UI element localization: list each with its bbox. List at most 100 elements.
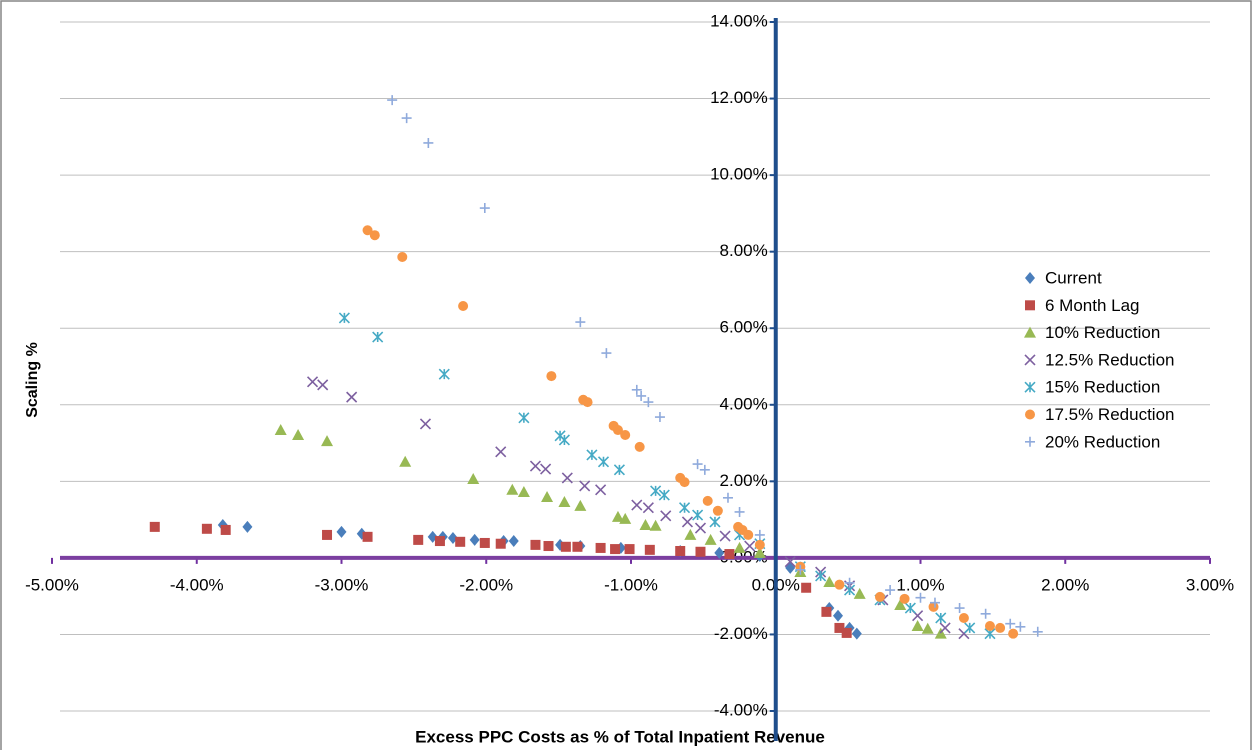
x-tick-label: -5.00% [25, 575, 79, 594]
legend-label: 15% Reduction [1045, 378, 1160, 397]
legend-label: 6 Month Lag [1045, 296, 1140, 315]
point [346, 391, 358, 403]
point [743, 529, 754, 540]
point [692, 509, 704, 521]
point [928, 601, 939, 612]
point [958, 612, 969, 623]
legend-label: 17.5% Reduction [1045, 405, 1174, 424]
legend-label: 10% Reduction [1045, 323, 1160, 342]
point [675, 545, 686, 556]
point [634, 441, 645, 452]
point [479, 203, 490, 214]
point [851, 627, 862, 640]
point [1015, 621, 1026, 632]
point [306, 376, 319, 388]
point [469, 533, 480, 546]
point [980, 608, 991, 619]
point [369, 230, 380, 241]
x-tick-label: 3.00% [1186, 575, 1234, 594]
point [754, 539, 765, 550]
point [438, 368, 450, 380]
point [586, 449, 598, 461]
point [506, 483, 519, 495]
point [692, 459, 703, 470]
legend-marker [1024, 381, 1036, 393]
point [699, 464, 710, 475]
point [650, 485, 662, 497]
point [704, 533, 717, 545]
point [575, 317, 586, 328]
point [458, 301, 469, 312]
point [834, 622, 845, 633]
point [601, 348, 612, 359]
point [546, 371, 557, 382]
point [543, 541, 554, 552]
point [694, 522, 707, 534]
point [695, 546, 706, 557]
legend-label: 20% Reduction [1045, 432, 1160, 451]
point [419, 418, 432, 430]
point [643, 397, 654, 408]
point [639, 518, 652, 530]
legend-marker [1024, 354, 1036, 366]
point [853, 587, 866, 599]
point [734, 506, 745, 517]
x-tick-label: -4.00% [170, 575, 224, 594]
point [292, 429, 305, 441]
point [834, 579, 845, 590]
point [679, 477, 690, 488]
point [795, 564, 806, 575]
point [495, 538, 506, 549]
point [362, 531, 373, 542]
point [612, 425, 623, 436]
point [574, 499, 587, 511]
y-axis-title: Scaling % [24, 342, 41, 418]
point [558, 496, 571, 508]
point [620, 430, 631, 441]
x-axis-title: Excess PPC Costs as % of Total Inpatient… [415, 727, 825, 746]
point [753, 546, 766, 558]
point [702, 495, 713, 506]
point [744, 540, 756, 552]
point [649, 519, 662, 531]
y-tick-label: 4.00% [720, 394, 768, 413]
point [658, 489, 670, 501]
point [220, 524, 231, 535]
point [242, 520, 253, 533]
point [321, 435, 334, 447]
point [338, 312, 350, 324]
y-tick-label: 12.00% [710, 88, 768, 107]
x-tick-label: -2.00% [459, 575, 513, 594]
point [921, 622, 934, 634]
point [904, 602, 916, 614]
point [595, 484, 607, 496]
point [610, 544, 621, 555]
point [678, 502, 691, 514]
point [754, 529, 765, 540]
legend-marker [1025, 300, 1035, 311]
point [558, 434, 570, 446]
point [821, 606, 832, 617]
point [611, 510, 624, 522]
point [595, 542, 606, 553]
point [644, 544, 655, 555]
point [401, 113, 412, 124]
point [719, 530, 731, 542]
point [336, 525, 347, 538]
point [709, 516, 721, 528]
legend-marker [1025, 272, 1035, 284]
legend-label: 12.5% Reduction [1045, 350, 1174, 369]
point [387, 95, 398, 106]
point [597, 456, 610, 468]
point [572, 541, 583, 552]
point [362, 225, 373, 236]
y-tick-label: 8.00% [720, 241, 768, 260]
legend-marker [1025, 436, 1035, 447]
point [582, 397, 593, 408]
point [841, 627, 852, 638]
point [832, 609, 843, 622]
point [495, 446, 507, 458]
point [399, 455, 412, 467]
y-tick-label: 14.00% [710, 11, 768, 30]
